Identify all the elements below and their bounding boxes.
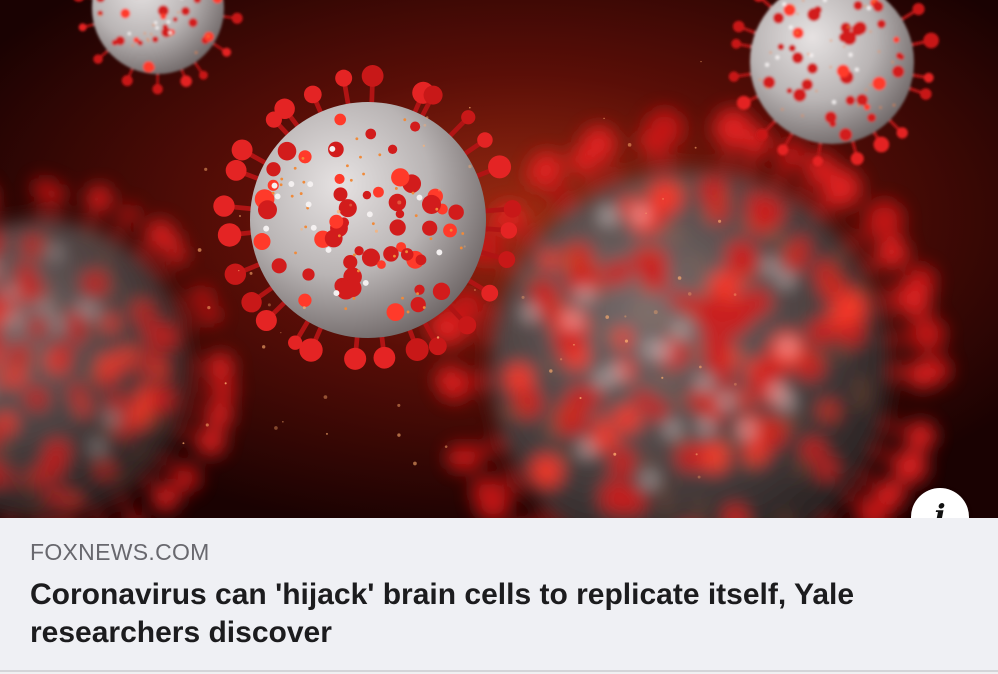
source-domain: FOXNEWS.COM [30, 539, 210, 565]
info-icon: i [934, 499, 946, 519]
virus-illustration [0, 0, 998, 518]
link-caption[interactable]: FOXNEWS.COM Coronavirus can 'hijack' bra… [0, 518, 998, 672]
article-image[interactable]: i [0, 0, 998, 518]
article-headline: Coronavirus can 'hijack' brain cells to … [30, 578, 855, 649]
